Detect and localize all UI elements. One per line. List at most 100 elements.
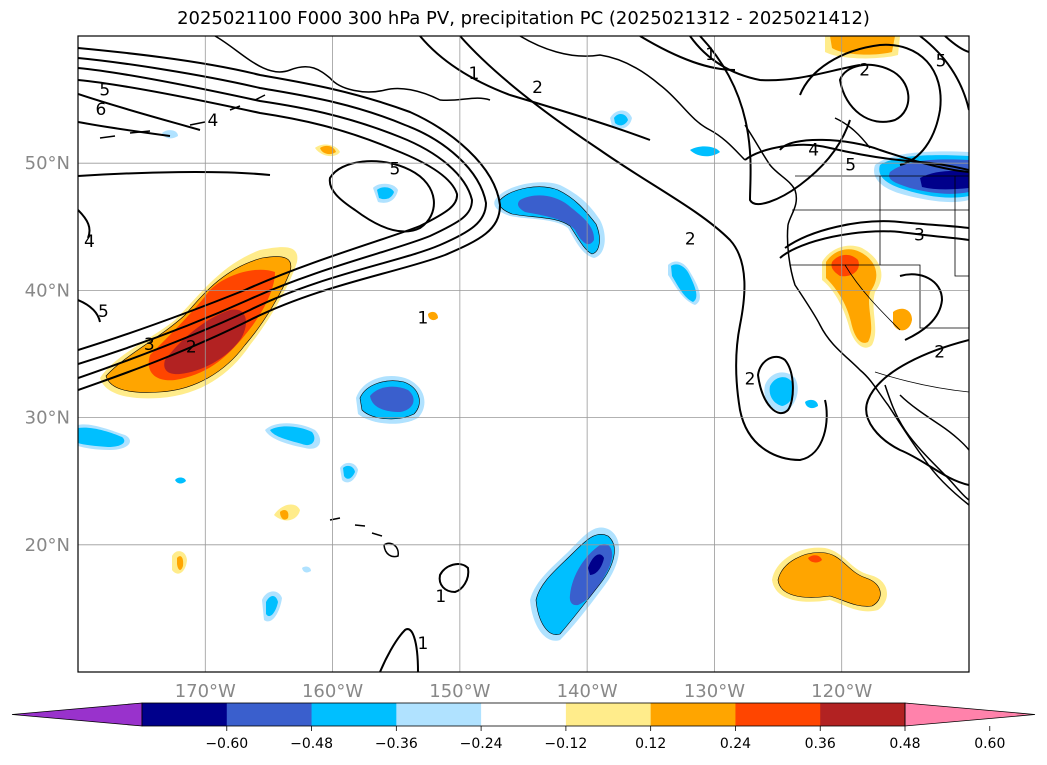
precip-negative-blob	[671, 264, 697, 302]
colorbar-extend-max	[904, 702, 1036, 727]
lat-tick-label: 40°N	[25, 280, 70, 301]
pv-contour-label: 1	[418, 308, 429, 328]
colorbar-tick-label: −0.36	[375, 736, 418, 752]
colorbar-segment	[565, 703, 652, 726]
precip-negative-blob	[769, 377, 794, 406]
lon-tick-label: 160°W	[302, 681, 363, 702]
precip-positive-blob	[320, 145, 336, 155]
us-mexico-border	[874, 371, 969, 393]
precip-positive-blob	[808, 555, 822, 563]
precip-negative-blob	[370, 386, 414, 412]
pv-contour	[784, 220, 969, 249]
precip-negative-blob	[588, 554, 604, 575]
pv-contour-label: 1	[435, 587, 446, 607]
precip-negative-blob	[175, 477, 186, 484]
pv-contour-label: 6	[95, 100, 106, 120]
precip-positive-blob	[428, 311, 438, 321]
colorbar-segment	[820, 703, 906, 726]
colorbar-tick-label: 0.48	[889, 736, 920, 752]
pv-contour	[756, 355, 794, 415]
map-title: 2025021100 F000 300 hPa PV, precipitatio…	[177, 8, 870, 29]
lon-tick-label: 140°W	[557, 681, 618, 702]
pv-contour-label: 5	[390, 160, 401, 180]
colorbar-segment	[396, 703, 482, 726]
pv-contour	[779, 230, 969, 259]
pv-contour	[78, 57, 488, 379]
pv-contour	[899, 273, 944, 341]
pv-contour	[78, 79, 459, 351]
pv-contour	[438, 563, 470, 594]
gulf-california-coastline	[899, 394, 969, 451]
baja-coastline	[884, 384, 969, 501]
pv-contour	[944, 36, 969, 53]
precip-negative-blob	[302, 566, 311, 573]
colorbar-tick-label: −0.24	[460, 736, 503, 752]
lon-tick-label: 130°W	[684, 681, 745, 702]
pv-contour-label: 4	[808, 140, 819, 160]
pv-contour-label: 1	[468, 64, 479, 84]
pv-contour	[919, 36, 969, 111]
colorbar-extend-min	[11, 702, 143, 727]
pv-contour-label: 1	[705, 45, 716, 65]
colorbar-tick-label: 0.24	[720, 736, 751, 752]
pv-contour-label: 4	[84, 232, 95, 252]
precip-negative-blob	[270, 426, 315, 446]
lon-tick-label: 150°W	[429, 681, 490, 702]
alaska-coastline	[214, 36, 491, 102]
precip-outline	[535, 534, 615, 635]
pv-contour	[799, 43, 942, 166]
pv-contour-label: 2	[685, 230, 696, 250]
state-border	[919, 288, 969, 329]
pv-contour-label: 2	[934, 343, 945, 363]
us-west-coastline	[786, 224, 969, 506]
pv-contour	[78, 121, 171, 137]
pv-contour-label: 4	[208, 111, 219, 131]
precip-negative-blob	[266, 596, 278, 617]
precip-negative-blob	[78, 427, 125, 447]
lon-tick-label: 120°W	[811, 681, 872, 702]
lat-tick-label: 30°N	[25, 408, 70, 429]
precip-outline	[777, 552, 881, 607]
pv-contour	[699, 36, 851, 205]
pv-contour	[689, 36, 861, 82]
pv-contour	[379, 628, 419, 672]
pv-contour-label: 5	[98, 302, 109, 322]
pv-contour	[865, 339, 969, 486]
lat-tick-label: 50°N	[25, 153, 70, 174]
pv-contour	[78, 93, 201, 131]
pv-contour	[639, 36, 736, 71]
pv-contours	[78, 36, 969, 672]
lon-tick-label: 170°W	[175, 681, 236, 702]
pv-contour-label: 3	[144, 335, 155, 355]
colorbar-segment	[226, 703, 313, 726]
colorbar: −0.60 −0.48 −0.36 −0.24 −0.12 0.12 0.24 0.36 0.4…	[11, 702, 1036, 752]
alaska-panhandle-coastline	[519, 36, 746, 161]
precip-negative-blob	[343, 465, 355, 479]
latitude-labels: 50°N 40°N 30°N 20°N	[25, 153, 70, 556]
pv-contour	[744, 143, 969, 171]
pv-contour-label: 2	[859, 60, 870, 80]
colorbar-segment	[142, 703, 228, 726]
colorbar-tick-label: −0.48	[290, 736, 333, 752]
colorbar-tick-label: 0.12	[635, 736, 666, 752]
pv-contour	[459, 36, 828, 462]
precip-outline	[499, 186, 600, 255]
precip-negative-blob	[920, 170, 969, 190]
state-border	[844, 264, 901, 331]
colorbar-tick-label: −0.60	[205, 736, 248, 752]
hawaii-islands	[329, 517, 399, 558]
precip-positive-blob	[893, 308, 912, 331]
pv-contour-label: 5	[845, 156, 856, 176]
precip-negative-blob	[805, 399, 818, 409]
pv-contour	[78, 299, 101, 323]
pv-contour	[78, 67, 474, 365]
precip-negative-blob	[377, 187, 394, 200]
precip-positive-blob	[177, 556, 184, 570]
lat-tick-label: 20°N	[25, 535, 70, 556]
pv-contour	[328, 160, 435, 233]
pv-contour-label: 2	[186, 338, 197, 358]
pv-contour	[419, 36, 651, 141]
